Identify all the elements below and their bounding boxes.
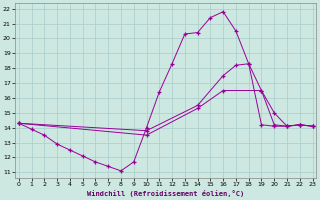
X-axis label: Windchill (Refroidissement éolien,°C): Windchill (Refroidissement éolien,°C) — [87, 190, 244, 197]
